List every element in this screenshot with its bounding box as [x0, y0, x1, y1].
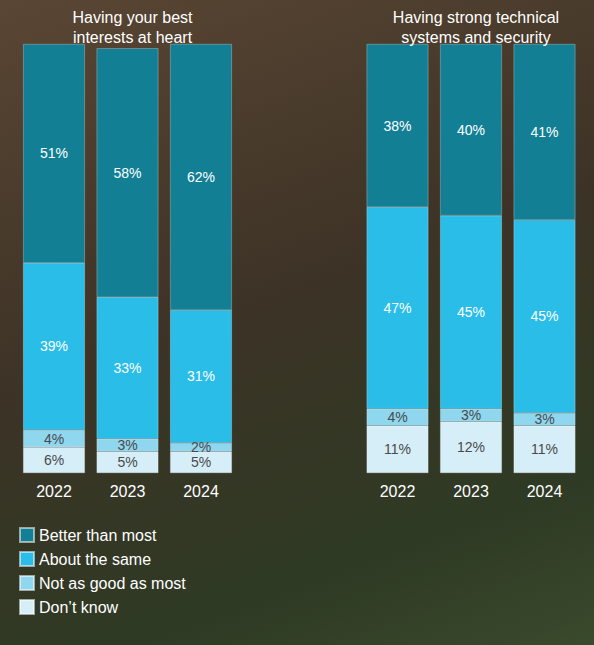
svg-text:31%: 31% — [187, 368, 215, 384]
svg-text:Having strong technical: Having strong technical — [393, 9, 559, 26]
svg-text:About the same: About the same — [39, 551, 151, 568]
svg-text:5%: 5% — [191, 454, 211, 470]
svg-text:58%: 58% — [113, 165, 141, 181]
svg-text:2024: 2024 — [527, 483, 563, 500]
svg-text:3%: 3% — [461, 407, 481, 423]
svg-text:2023: 2023 — [453, 483, 489, 500]
svg-text:Don’t know: Don’t know — [39, 599, 119, 616]
svg-text:Not as good as most: Not as good as most — [39, 575, 186, 592]
svg-text:3%: 3% — [117, 437, 137, 453]
svg-text:systems and security: systems and security — [401, 29, 550, 46]
svg-text:41%: 41% — [530, 124, 558, 140]
svg-text:4%: 4% — [387, 409, 407, 425]
svg-text:45%: 45% — [530, 308, 558, 324]
svg-text:6%: 6% — [44, 452, 64, 468]
svg-text:11%: 11% — [384, 441, 411, 457]
svg-text:Having your best: Having your best — [72, 9, 193, 26]
svg-text:51%: 51% — [40, 145, 68, 161]
svg-text:38%: 38% — [383, 118, 411, 134]
svg-text:interests at heart: interests at heart — [73, 29, 193, 46]
svg-text:Better than most: Better than most — [39, 527, 157, 544]
svg-text:5%: 5% — [117, 454, 137, 470]
svg-text:2022: 2022 — [36, 483, 72, 500]
svg-text:2023: 2023 — [110, 483, 146, 500]
svg-text:2024: 2024 — [183, 483, 219, 500]
svg-text:45%: 45% — [457, 304, 485, 320]
svg-text:3%: 3% — [534, 411, 554, 427]
svg-text:39%: 39% — [40, 338, 68, 354]
svg-text:11%: 11% — [531, 441, 558, 457]
svg-text:2022: 2022 — [380, 483, 416, 500]
svg-text:33%: 33% — [113, 360, 141, 376]
svg-text:4%: 4% — [44, 431, 64, 447]
svg-text:2%: 2% — [191, 439, 211, 455]
svg-text:47%: 47% — [383, 300, 411, 316]
svg-text:62%: 62% — [187, 169, 215, 185]
svg-text:40%: 40% — [457, 122, 485, 138]
svg-text:12%: 12% — [457, 439, 485, 455]
